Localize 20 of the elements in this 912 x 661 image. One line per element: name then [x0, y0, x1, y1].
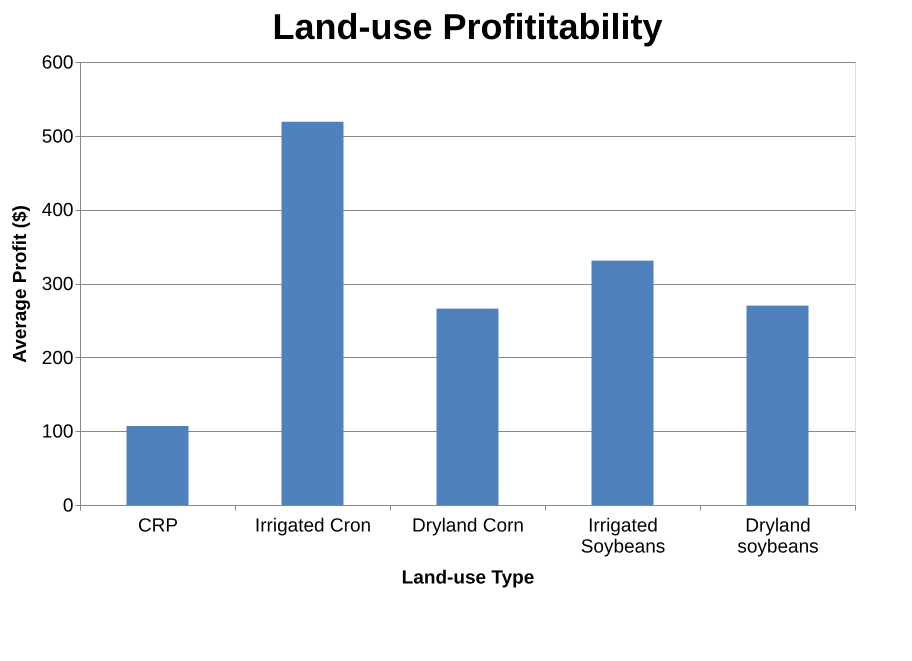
bar	[746, 306, 808, 505]
bar	[282, 122, 344, 505]
bar	[436, 308, 498, 505]
y-tick-label: 300	[42, 274, 74, 295]
y-tick-label: 0	[62, 496, 74, 516]
y-tick-label: 600	[42, 52, 74, 74]
y-tick-label: 500	[42, 126, 74, 148]
x-tick-label: Irrigated Soybeans	[580, 516, 666, 558]
x-tick-label: Irrigated Cron	[254, 516, 372, 536]
y-tick-label: 100	[42, 422, 74, 443]
x-tick-label: Dryland soybeans	[737, 516, 819, 558]
bar	[126, 426, 188, 505]
x-tick-label: CRP	[138, 516, 178, 536]
y-axis-title: Average Profit ($)	[10, 205, 31, 363]
x-axis-title: Land-use Type	[402, 568, 534, 588]
bar	[592, 260, 654, 505]
y-tick-label: 200	[42, 348, 74, 369]
y-tick-label: 400	[42, 200, 74, 222]
x-tick-label: Dryland Corn	[412, 516, 524, 536]
chart-title: Land-use Profititability	[272, 6, 663, 47]
